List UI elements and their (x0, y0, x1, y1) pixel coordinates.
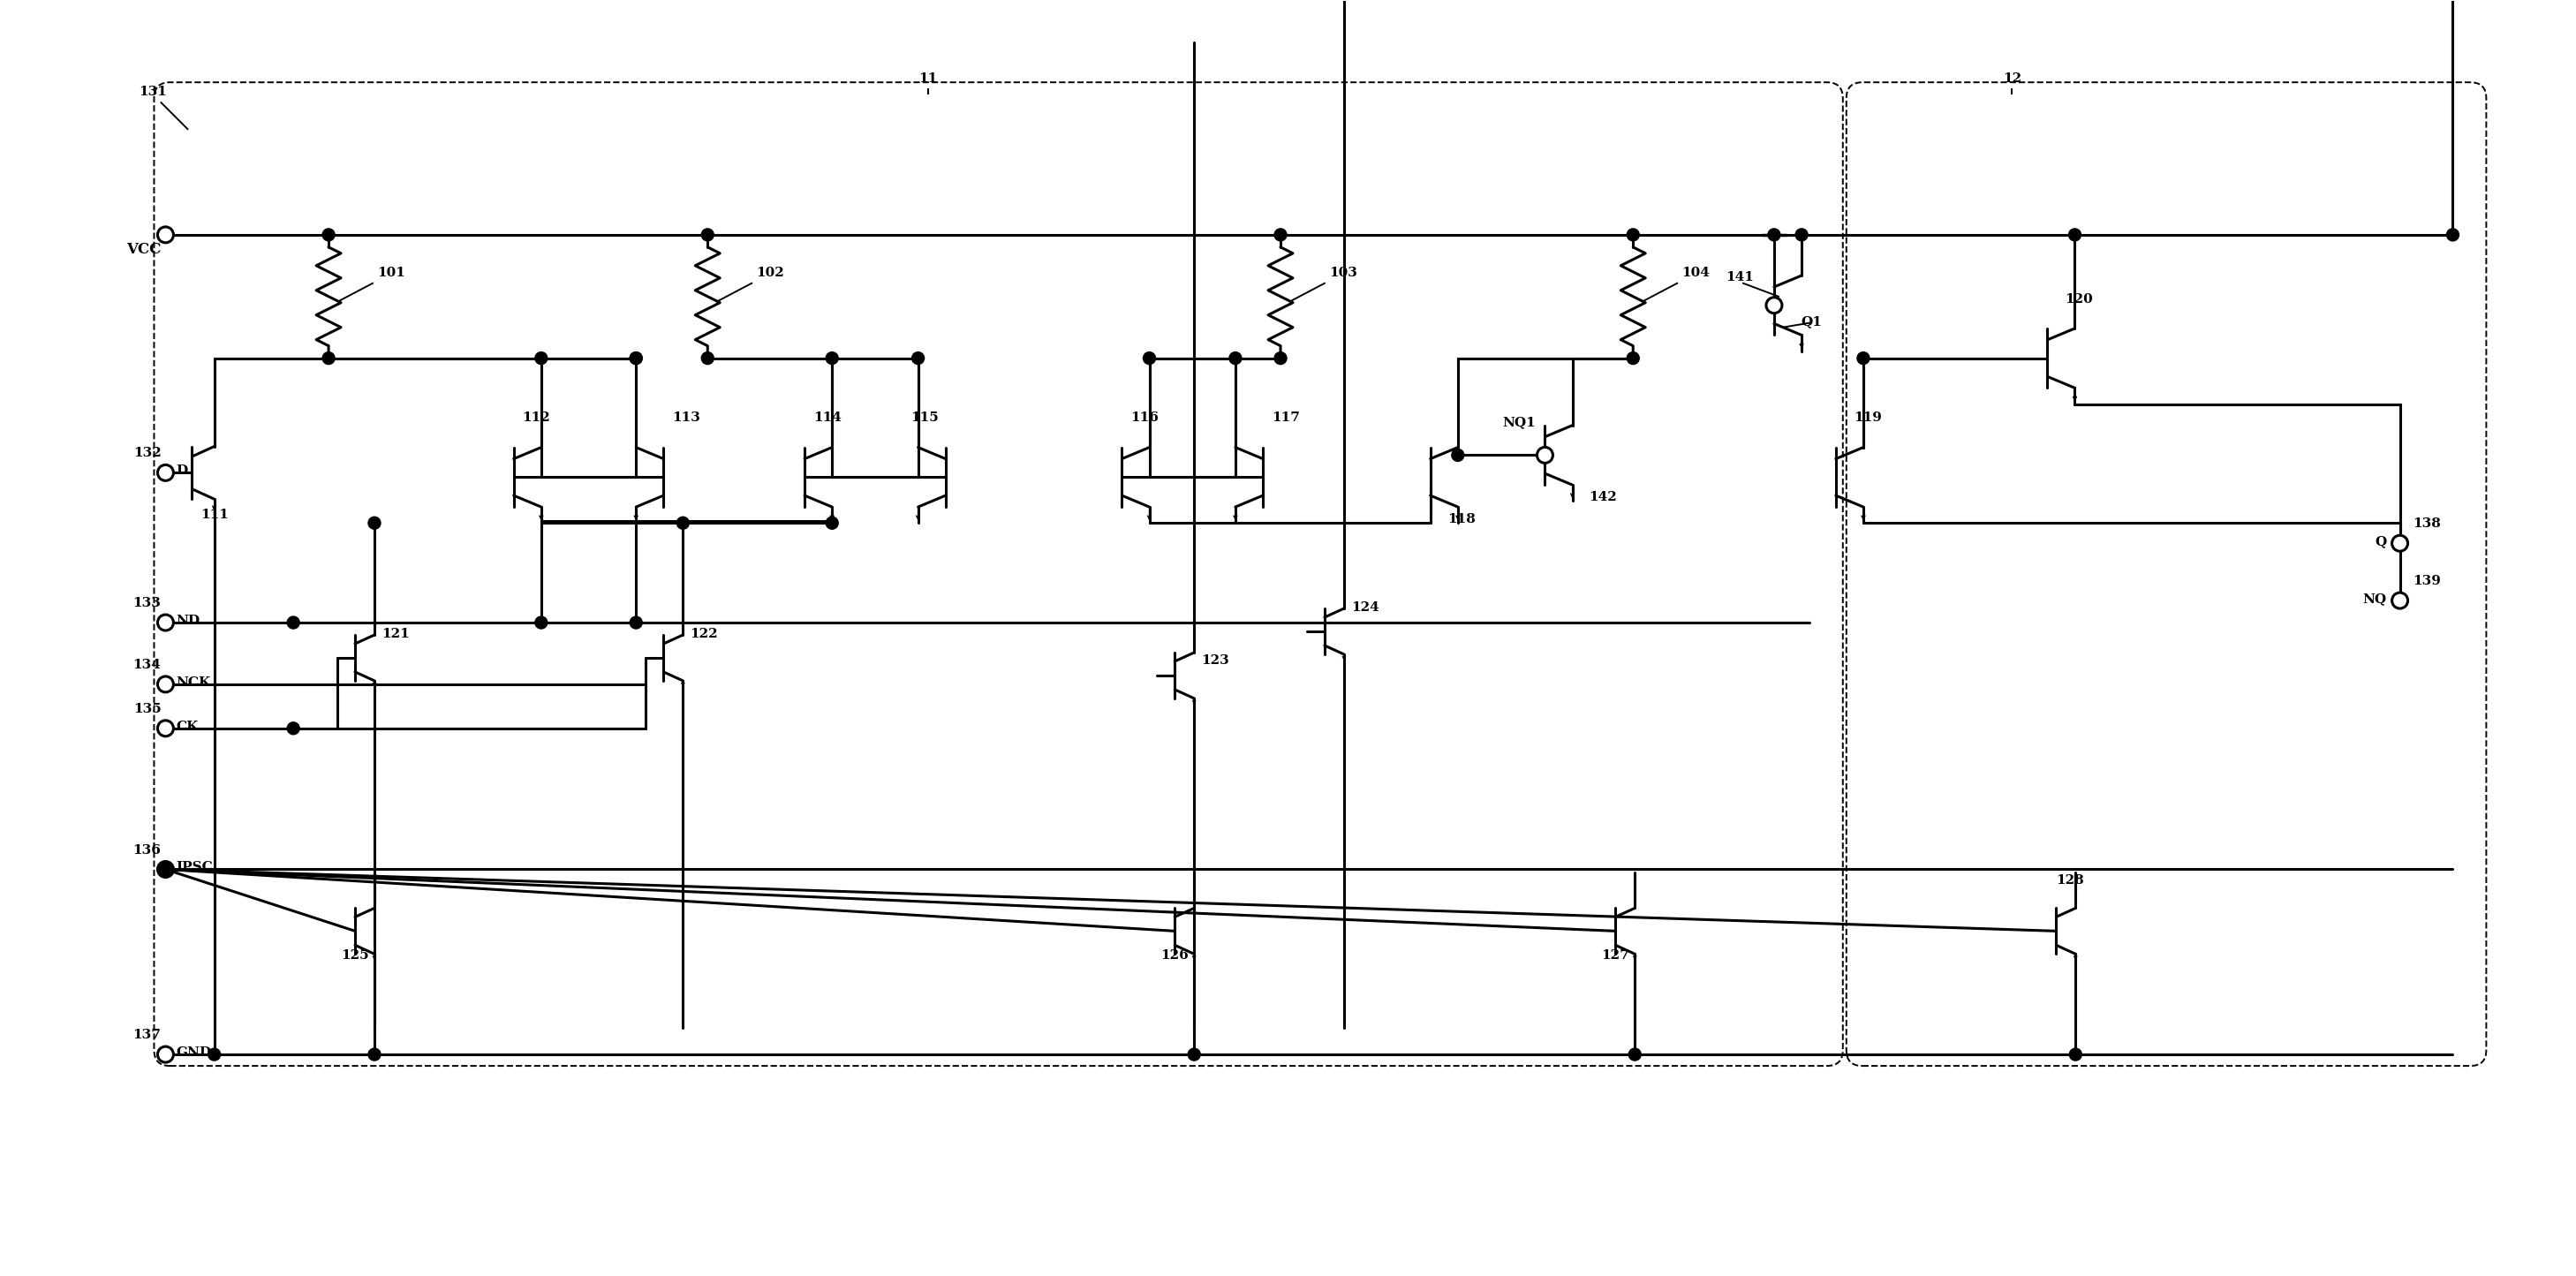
Text: 114: 114 (814, 412, 842, 425)
Circle shape (209, 1049, 222, 1060)
Text: 122: 122 (690, 628, 719, 641)
Circle shape (322, 352, 335, 365)
Text: 112: 112 (523, 412, 551, 425)
Text: 12: 12 (2002, 73, 2022, 85)
Text: 120: 120 (2066, 293, 2092, 305)
Text: 102: 102 (757, 267, 783, 279)
Circle shape (1229, 352, 1242, 365)
Text: 128: 128 (2056, 874, 2084, 887)
Circle shape (157, 721, 173, 736)
Circle shape (1188, 1049, 1200, 1060)
Text: 136: 136 (134, 843, 162, 856)
Text: 101: 101 (376, 267, 404, 279)
Circle shape (1628, 352, 1638, 365)
Circle shape (286, 616, 299, 629)
Circle shape (157, 615, 173, 630)
Circle shape (631, 352, 641, 365)
Text: 113: 113 (672, 412, 701, 425)
Circle shape (160, 863, 173, 875)
Circle shape (1275, 352, 1285, 365)
Circle shape (631, 352, 641, 365)
Text: 131: 131 (139, 85, 167, 98)
Circle shape (701, 228, 714, 241)
Circle shape (157, 464, 173, 481)
Text: 132: 132 (134, 447, 162, 459)
Circle shape (1453, 449, 1463, 462)
Text: ND: ND (175, 615, 201, 627)
Circle shape (157, 861, 173, 878)
Text: NQ: NQ (2362, 592, 2388, 605)
Text: 126: 126 (1162, 949, 1188, 962)
Text: 123: 123 (1200, 655, 1229, 666)
Circle shape (157, 227, 173, 242)
Text: D: D (175, 464, 188, 477)
Circle shape (631, 616, 641, 629)
Circle shape (1144, 352, 1157, 365)
Circle shape (827, 352, 837, 365)
Text: 127: 127 (1602, 949, 1631, 962)
Circle shape (536, 352, 546, 365)
Text: 11: 11 (920, 73, 938, 85)
Text: 139: 139 (2414, 575, 2442, 587)
Text: 117: 117 (1273, 412, 1301, 425)
Text: 103: 103 (1329, 267, 1358, 279)
Circle shape (2069, 228, 2081, 241)
Text: 121: 121 (381, 628, 410, 641)
Text: VCC: VCC (126, 242, 162, 256)
Text: 115: 115 (909, 412, 938, 425)
Circle shape (160, 863, 173, 875)
Circle shape (1767, 228, 1780, 241)
Text: 133: 133 (134, 597, 162, 610)
Circle shape (2069, 1049, 2081, 1060)
Text: 111: 111 (201, 509, 229, 521)
Circle shape (677, 517, 690, 530)
Text: 141: 141 (1726, 271, 1754, 283)
Circle shape (1628, 1049, 1641, 1060)
Text: 116: 116 (1131, 412, 1159, 425)
Text: 125: 125 (340, 949, 368, 962)
Text: NQ1: NQ1 (1502, 416, 1535, 429)
Circle shape (160, 863, 173, 875)
Text: IPSC: IPSC (175, 861, 214, 874)
Circle shape (160, 863, 173, 875)
Circle shape (1628, 228, 1638, 241)
Text: 135: 135 (134, 703, 162, 715)
Text: 119: 119 (1852, 412, 1880, 425)
Circle shape (1857, 352, 1870, 365)
Circle shape (157, 1046, 173, 1063)
Text: 124: 124 (1350, 601, 1378, 614)
Circle shape (157, 676, 173, 692)
Circle shape (1275, 228, 1285, 241)
Text: 118: 118 (1448, 513, 1476, 526)
Text: GND: GND (175, 1046, 211, 1059)
Text: CK: CK (175, 721, 198, 732)
Text: Q: Q (2375, 536, 2388, 547)
Text: Q1: Q1 (1801, 315, 1821, 328)
Circle shape (368, 517, 381, 530)
Circle shape (827, 517, 837, 530)
Text: 138: 138 (2414, 518, 2442, 530)
Circle shape (1795, 228, 1808, 241)
Circle shape (912, 352, 925, 365)
Circle shape (2393, 536, 2409, 551)
Circle shape (2447, 228, 2460, 241)
Circle shape (1767, 297, 1783, 313)
Text: 104: 104 (1682, 267, 1710, 279)
Circle shape (322, 228, 335, 241)
Text: 137: 137 (134, 1028, 162, 1041)
Text: 142: 142 (1589, 491, 1618, 504)
Circle shape (286, 722, 299, 735)
Text: 134: 134 (134, 658, 162, 671)
Circle shape (2393, 592, 2409, 609)
Circle shape (536, 616, 546, 629)
Circle shape (368, 1049, 381, 1060)
Text: NCK: NCK (175, 676, 211, 689)
Circle shape (701, 352, 714, 365)
Circle shape (1538, 447, 1553, 463)
